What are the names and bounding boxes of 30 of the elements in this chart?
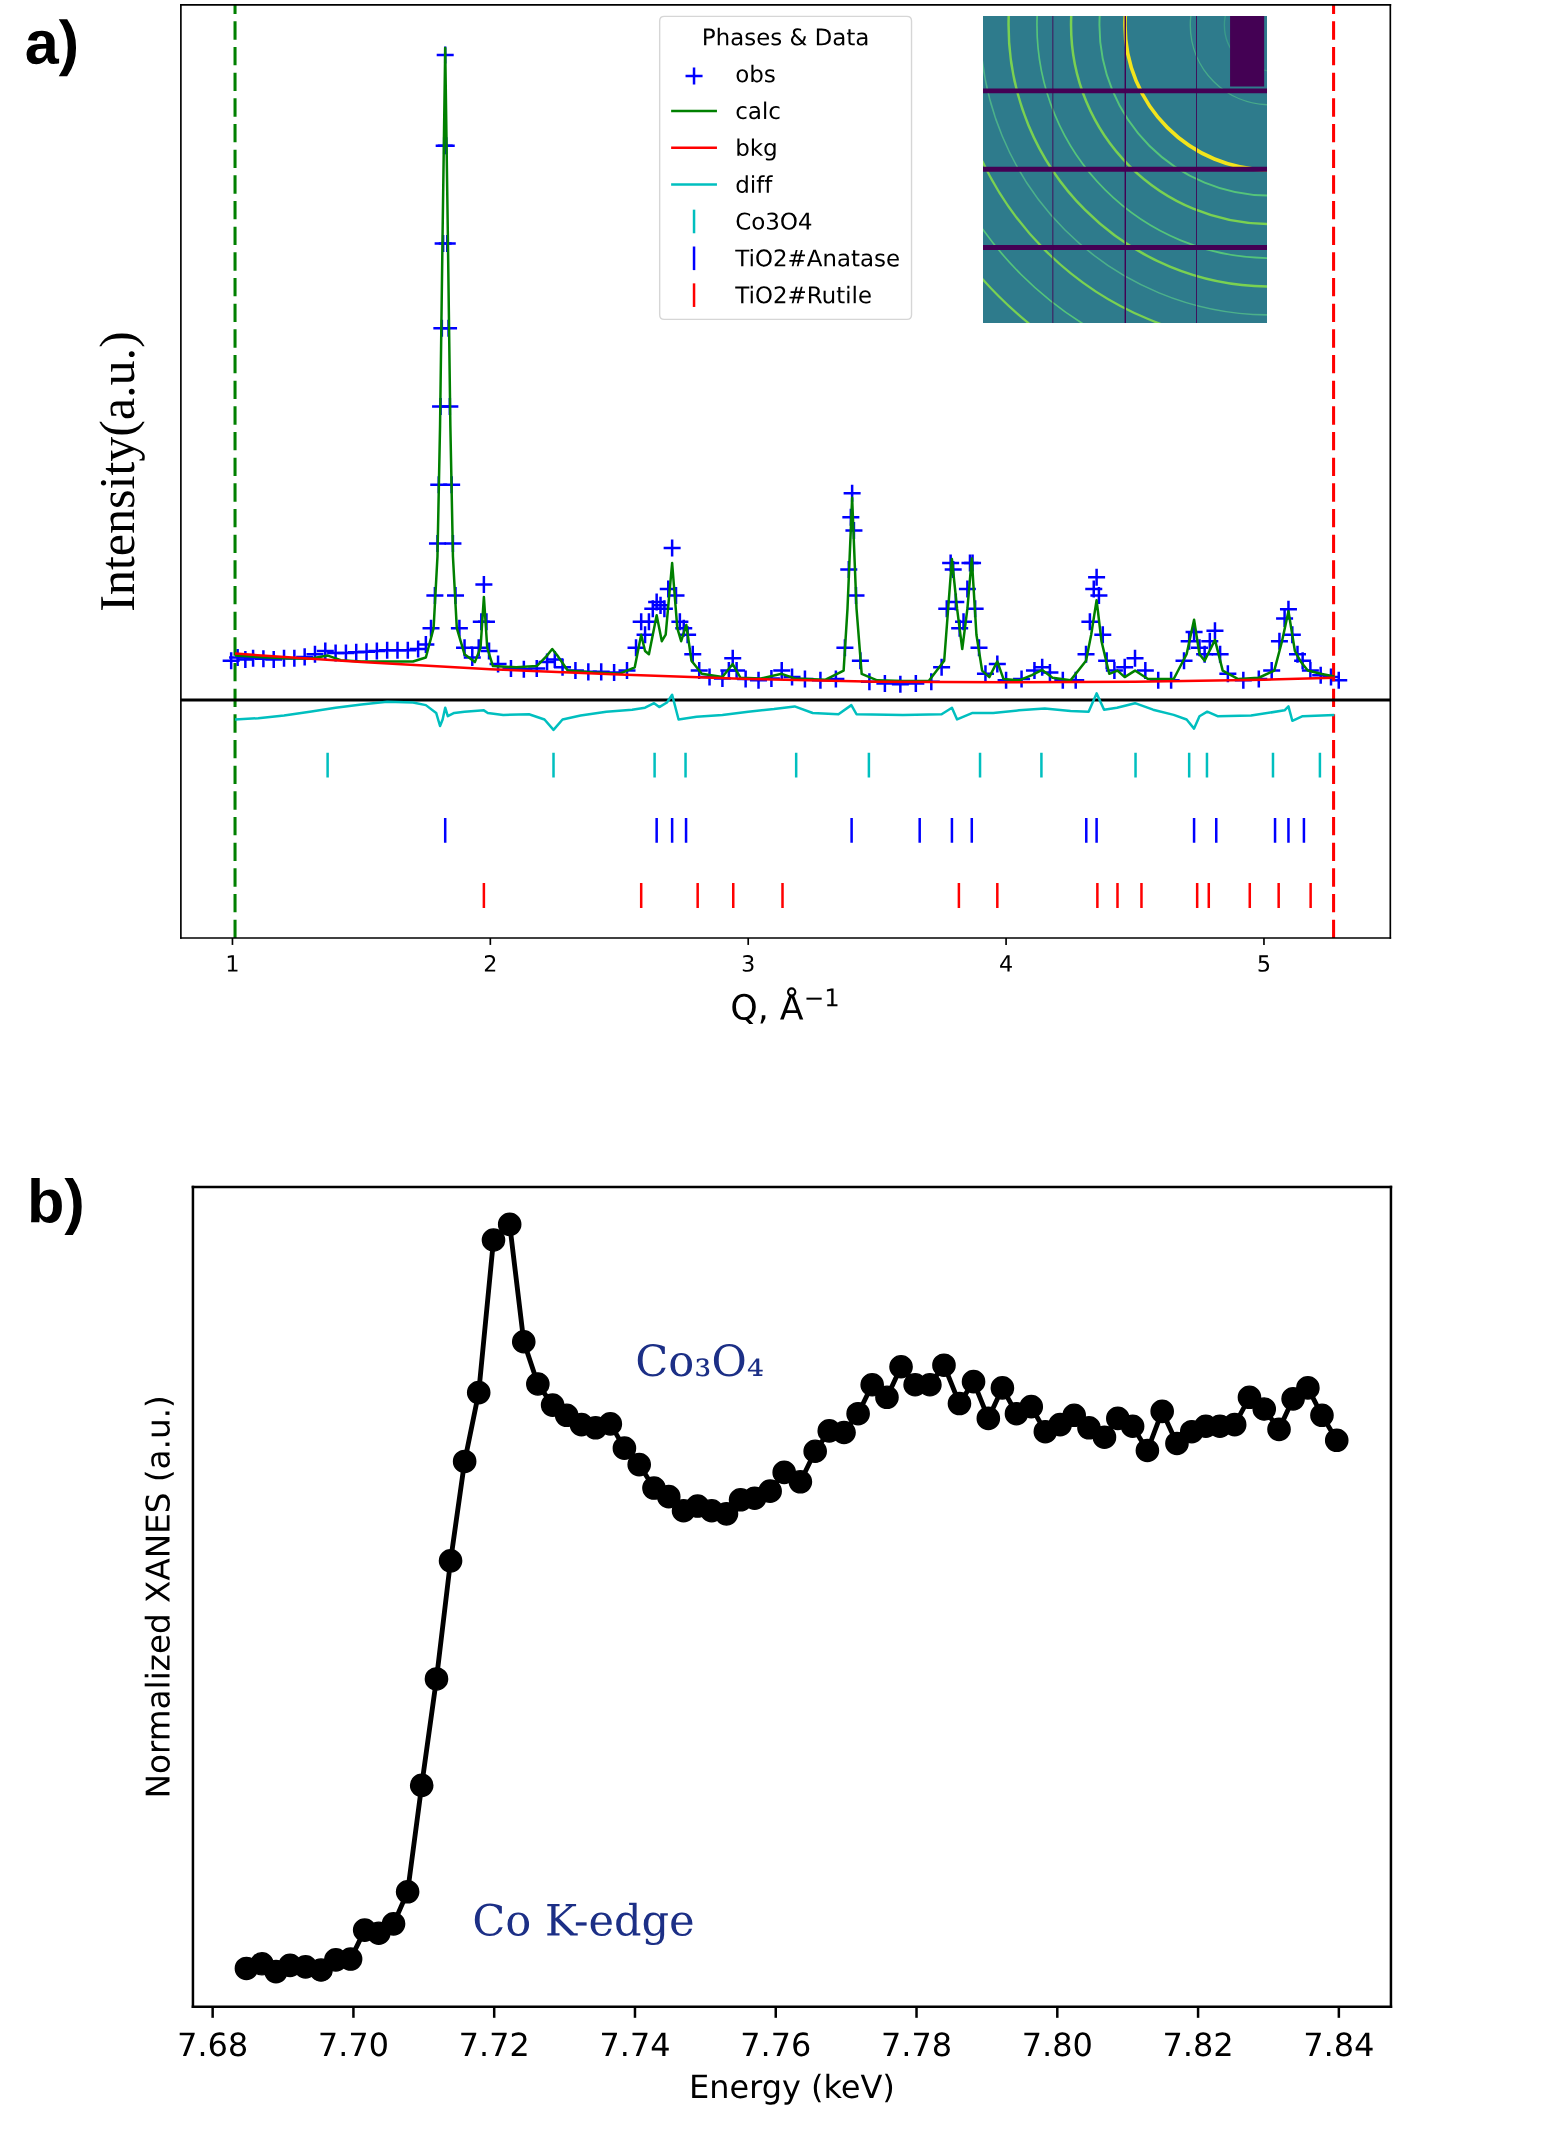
annotation: Co₃O₄ bbox=[637, 1343, 763, 1377]
x-tick-label: 3 bbox=[742, 955, 754, 972]
x-tick-label: 1 bbox=[227, 955, 238, 972]
legend-label: Co3O4 bbox=[736, 212, 812, 230]
x-tick-label: 7.84 bbox=[1305, 2032, 1373, 2057]
legend-label: obs bbox=[736, 64, 775, 83]
annotation: Co K-edge bbox=[474, 1902, 693, 1946]
x-tick-label: 7.80 bbox=[1024, 2032, 1091, 2057]
x-tick-label: 7.76 bbox=[742, 2032, 810, 2057]
x-tick-label: 5 bbox=[1258, 955, 1270, 972]
x-tick-label: 7.82 bbox=[1165, 2032, 1231, 2057]
legend-title: Phases & Data bbox=[704, 27, 868, 46]
x-tick-label: 7.72 bbox=[461, 2032, 527, 2056]
x-tick-label: 7.70 bbox=[320, 2032, 387, 2057]
text: b) bbox=[31, 1178, 82, 1235]
legend-label: bkg bbox=[737, 138, 776, 161]
x-tick-label: 7.68 bbox=[179, 2032, 247, 2057]
legend-label: TiO2#Rutile bbox=[735, 285, 871, 304]
legend-label: diff bbox=[736, 175, 773, 193]
y-axis-title: Intensity(a.u.) bbox=[99, 333, 145, 610]
x-tick-label: 4 bbox=[1000, 955, 1012, 972]
y-axis-title: Normalized XANES (a.u.) bbox=[144, 1398, 174, 1796]
x-tick-label: 7.74 bbox=[602, 2032, 669, 2056]
x-tick-label: 7.78 bbox=[883, 2032, 950, 2057]
text: a) bbox=[26, 19, 77, 77]
legend-label: TiO2#Anatase bbox=[735, 248, 899, 267]
legend-label: calc bbox=[736, 101, 780, 120]
x-axis-title: Q, Å$^{−1}$ bbox=[732, 987, 838, 1025]
x-tick-label: 2 bbox=[484, 955, 496, 972]
x-axis-title: Energy (keV) bbox=[692, 2073, 893, 2105]
